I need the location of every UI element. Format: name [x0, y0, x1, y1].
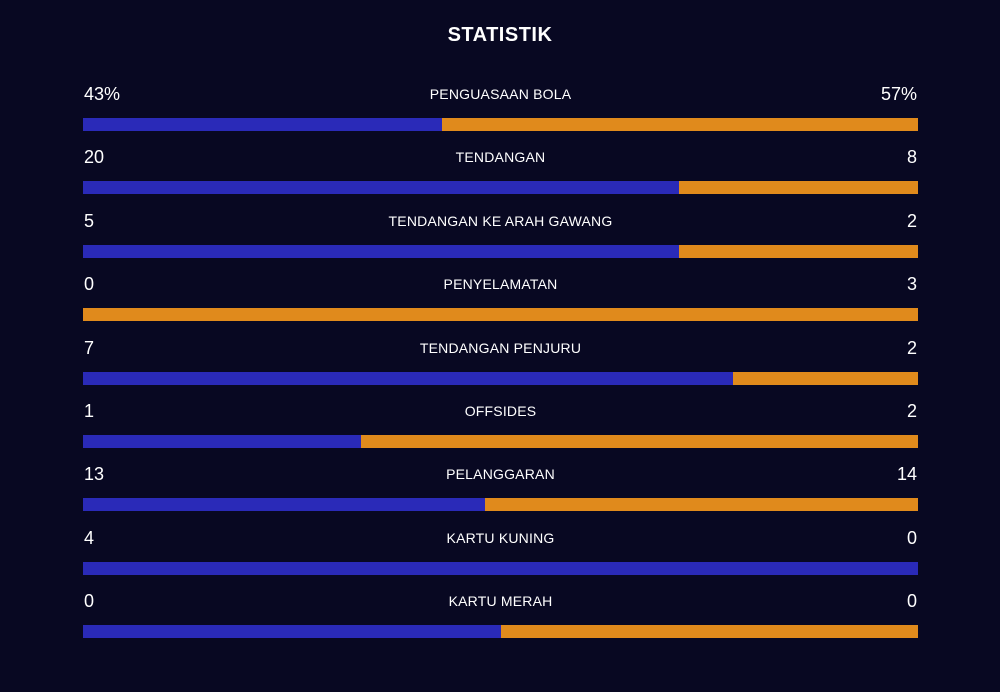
stat-label: PENYELAMATAN [443, 276, 558, 293]
away-bar-segment [679, 244, 918, 258]
stats-title: STATISTIK [447, 24, 553, 46]
stat-row-offsides: 1 OFFSIDES 2 [83, 397, 918, 460]
comparison-bar [83, 371, 918, 385]
home-value: 1 [84, 400, 95, 421]
home-bar-segment [83, 498, 485, 512]
stat-label: OFFSIDES [464, 402, 537, 419]
stat-row-possession: 43% PENGUASAAN BOLA 57% [83, 80, 918, 143]
stat-row-shots: 20 TENDANGAN 8 [83, 143, 918, 206]
comparison-bar [83, 244, 918, 258]
comparison-bar [83, 561, 918, 575]
home-bar-segment [83, 118, 443, 131]
comparison-bar [83, 308, 918, 322]
away-value: 0 [906, 527, 917, 548]
away-bar-segment [83, 308, 918, 322]
stats-list: 43% PENGUASAAN BOLA 57% 20 TENDANGAN 8 5… [83, 80, 918, 651]
away-bar-segment [442, 118, 918, 131]
home-value: 43% [84, 84, 121, 104]
stat-label: TENDANGAN PENJURU [419, 339, 582, 356]
home-bar-segment [83, 434, 362, 448]
home-value: 13 [84, 464, 105, 485]
stat-row-yellow-cards: 4 KARTU KUNING 0 [83, 524, 918, 587]
comparison-bar [83, 181, 918, 195]
home-bar-segment [83, 625, 501, 639]
away-bar-segment [732, 371, 918, 385]
stat-label: PENGUASAAN BOLA [429, 86, 572, 102]
home-value: 7 [84, 337, 95, 358]
stat-row-saves: 0 PENYELAMATAN 3 [83, 270, 918, 333]
away-value: 2 [906, 337, 917, 358]
comparison-bar [83, 118, 918, 131]
home-value: 0 [84, 591, 95, 612]
home-bar-segment [83, 244, 680, 258]
away-value: 8 [906, 147, 917, 168]
comparison-bar [83, 434, 918, 448]
home-value: 20 [84, 147, 105, 168]
stat-label: TENDANGAN KE ARAH GAWANG [388, 212, 613, 229]
away-value: 14 [896, 464, 917, 485]
stat-row-red-cards: 0 KARTU MERAH 0 [83, 587, 918, 650]
away-value: 2 [906, 210, 917, 231]
away-bar-segment [679, 181, 918, 195]
home-bar-segment [83, 371, 733, 385]
stat-row-corners: 7 TENDANGAN PENJURU 2 [83, 334, 918, 397]
comparison-bar [83, 498, 918, 512]
away-value: 2 [906, 400, 917, 421]
stat-row-fouls: 13 PELANGGARAN 14 [83, 460, 918, 523]
stat-label: KARTU MERAH [448, 593, 553, 610]
home-value: 4 [84, 527, 95, 548]
home-bar-segment [83, 181, 680, 195]
away-bar-segment [361, 434, 918, 448]
away-bar-segment [484, 498, 918, 512]
away-bar-segment [500, 625, 918, 639]
comparison-bar [83, 625, 918, 639]
home-value: 0 [84, 274, 95, 295]
stat-label: PELANGGARAN [446, 466, 555, 483]
home-value: 5 [84, 210, 95, 231]
away-value: 3 [906, 274, 917, 295]
stat-label: TENDANGAN [455, 149, 546, 166]
away-value: 0 [906, 591, 917, 612]
stat-row-shots-on-target: 5 TENDANGAN KE ARAH GAWANG 2 [83, 207, 918, 270]
home-bar-segment [83, 561, 918, 575]
away-value: 57% [880, 84, 917, 104]
stat-label: KARTU KUNING [446, 529, 555, 546]
